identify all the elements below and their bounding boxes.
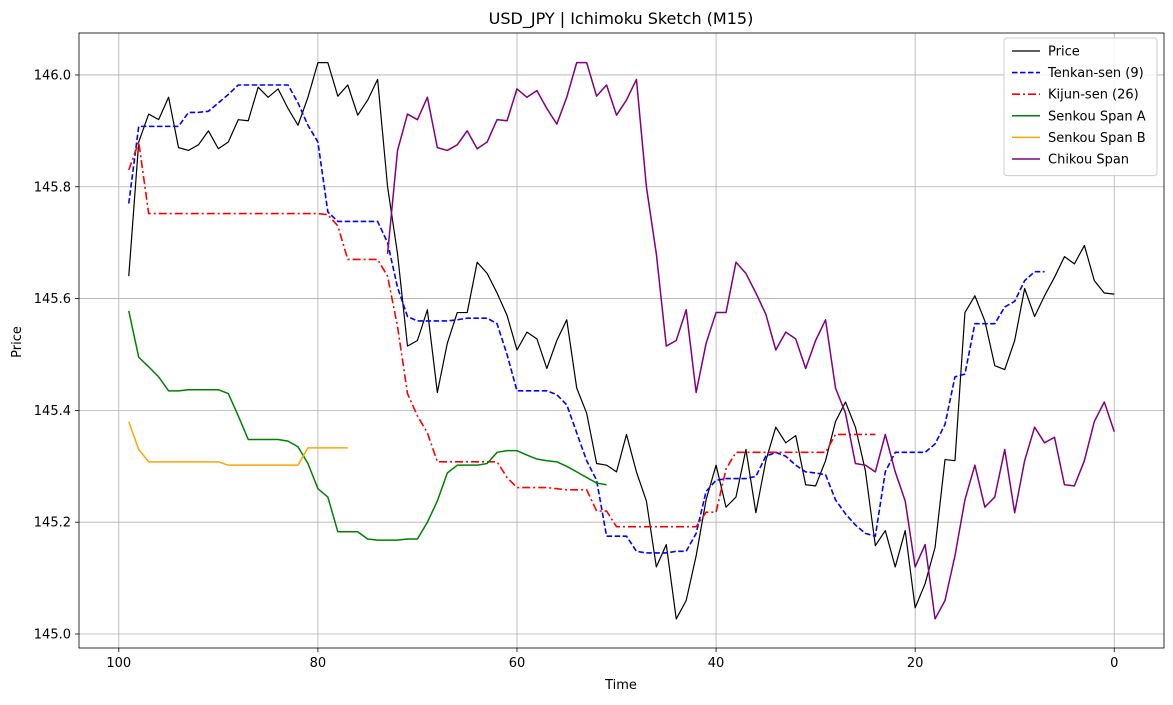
series-line-senkou-span-a [128,310,607,541]
legend-label-senkou-span-b: Senkou Span B [1048,131,1146,146]
x-axis-label: Time [604,678,637,693]
legend-label-kijun-sen-26: Kijun-sen (26) [1048,88,1139,103]
series-line-price [128,62,1115,620]
legend-label-price: Price [1048,45,1080,60]
axis-ticks: 100 80 60 40 20 0 145.0 145.2 145.4 145.6 145.8 146… [34,68,1119,671]
y-axis-label: Price [10,326,25,358]
x-tick-label: 40 [708,656,725,671]
x-tick-label: 20 [907,656,924,671]
y-tick-label: 145.8 [34,180,71,195]
series-line-senkou-span-b [128,421,348,466]
legend-label-chikou-span: Chikou Span [1048,153,1129,168]
y-tick-label: 145.4 [34,404,71,419]
x-tick-label: 80 [310,656,327,671]
chart-title: USD_JPY | Ichimoku Sketch (M15) [489,9,754,29]
x-tick-label: 60 [509,656,526,671]
legend-label-tenkan-sen-9: Tenkan-sen (9) [1047,66,1144,81]
legend-label-senkou-span-a: Senkou Span A [1048,109,1146,124]
y-tick-label: 146.0 [34,68,71,83]
series-line-chikou-span [386,61,1115,620]
plot-frame [78,32,1165,649]
y-tick-label: 145.0 [34,628,71,643]
y-tick-label: 145.6 [34,292,71,307]
plot-lines [127,61,1115,620]
legend-box [1003,37,1158,177]
x-tick-label: 100 [106,656,131,671]
legend: Price Tenkan-sen (9) Kijun-sen (26) Senkou … [1003,37,1158,177]
x-tick-label: 0 [1110,656,1118,671]
series-line-kijun-sen-26 [128,141,876,528]
y-tick-label: 145.2 [34,516,71,531]
